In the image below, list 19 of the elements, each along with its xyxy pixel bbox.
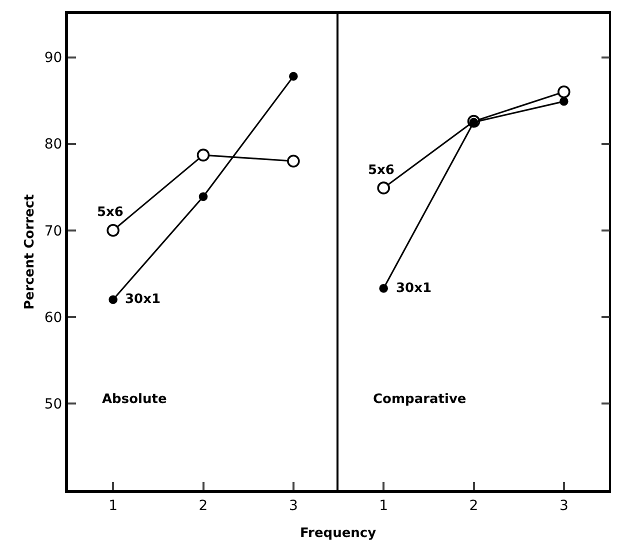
annotation: Comparative [373, 392, 466, 407]
x-axis-title: Frequency [300, 526, 377, 541]
y-tick-label: 50 [44, 396, 62, 412]
annotation: Absolute [102, 392, 167, 407]
series-label: 30x1 [125, 292, 161, 307]
y-axis-title: Percent Correct [22, 194, 38, 310]
x-tick-label: 2 [469, 498, 478, 514]
y-tick-label: 60 [44, 310, 62, 326]
series-label: 30x1 [396, 281, 432, 296]
series-label: 5x6 [97, 205, 124, 220]
series-label: 5x6 [368, 163, 394, 178]
x-tick-label: 3 [559, 498, 568, 514]
x-tick-label: 1 [379, 498, 388, 514]
y-tick-label: 80 [44, 136, 62, 153]
y-tick-label: 90 [44, 50, 62, 66]
x-tick-label: 3 [288, 498, 298, 514]
x-tick-label: 2 [198, 498, 208, 514]
y-tick-label: 70 [44, 223, 62, 240]
x-tick-label: 1 [108, 498, 118, 514]
